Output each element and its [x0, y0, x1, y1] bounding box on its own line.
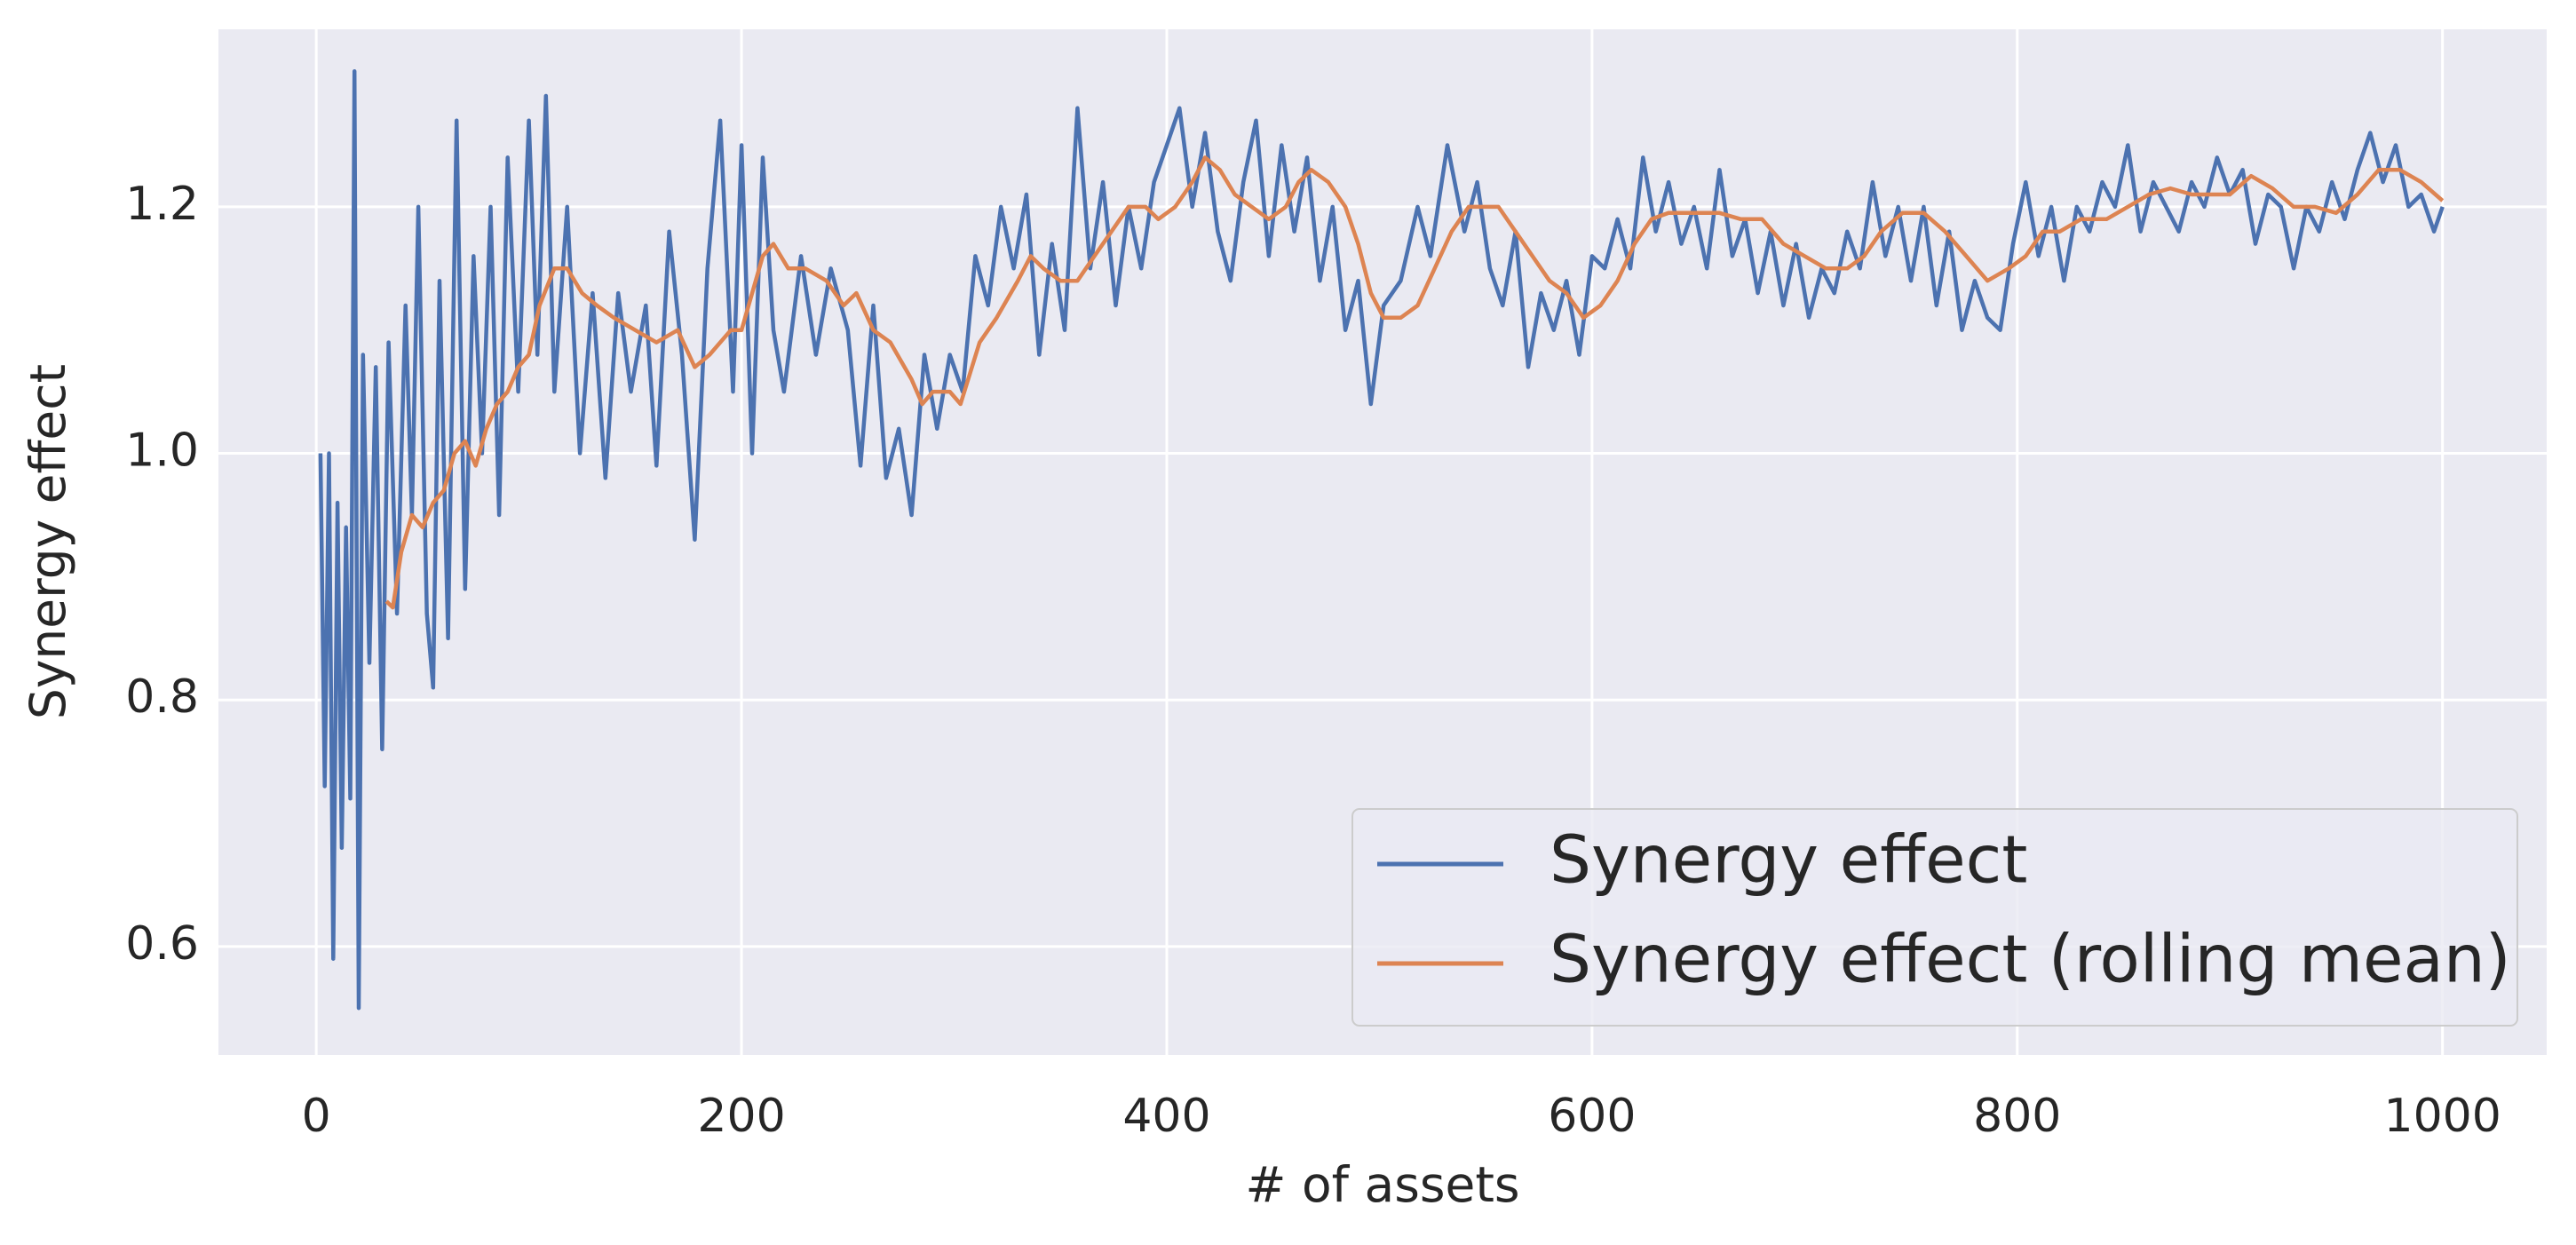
y-tick-label: 0.8 — [125, 670, 199, 724]
y-tick-label: 1.2 — [125, 178, 199, 231]
legend-label: Synergy effect — [1550, 822, 2027, 899]
y-axis-label: Synergy effect — [20, 364, 76, 719]
x-tick-label: 200 — [697, 1090, 785, 1143]
x-tick-label: 0 — [302, 1090, 331, 1143]
x-tick-label: 800 — [1973, 1090, 2061, 1143]
legend-box — [1351, 808, 2518, 1027]
x-tick-label: 600 — [1548, 1090, 1636, 1143]
series-line — [318, 68, 2445, 1011]
x-tick-label: 1000 — [2383, 1090, 2501, 1143]
series-line — [384, 155, 2445, 610]
y-tick-label: 1.0 — [125, 424, 199, 478]
x-tick-label: 400 — [1122, 1090, 1210, 1143]
legend-label: Synergy effect (rolling mean) — [1550, 922, 2511, 998]
x-axis-label: # of assets — [1245, 1156, 1519, 1213]
y-tick-label: 0.6 — [125, 917, 199, 971]
